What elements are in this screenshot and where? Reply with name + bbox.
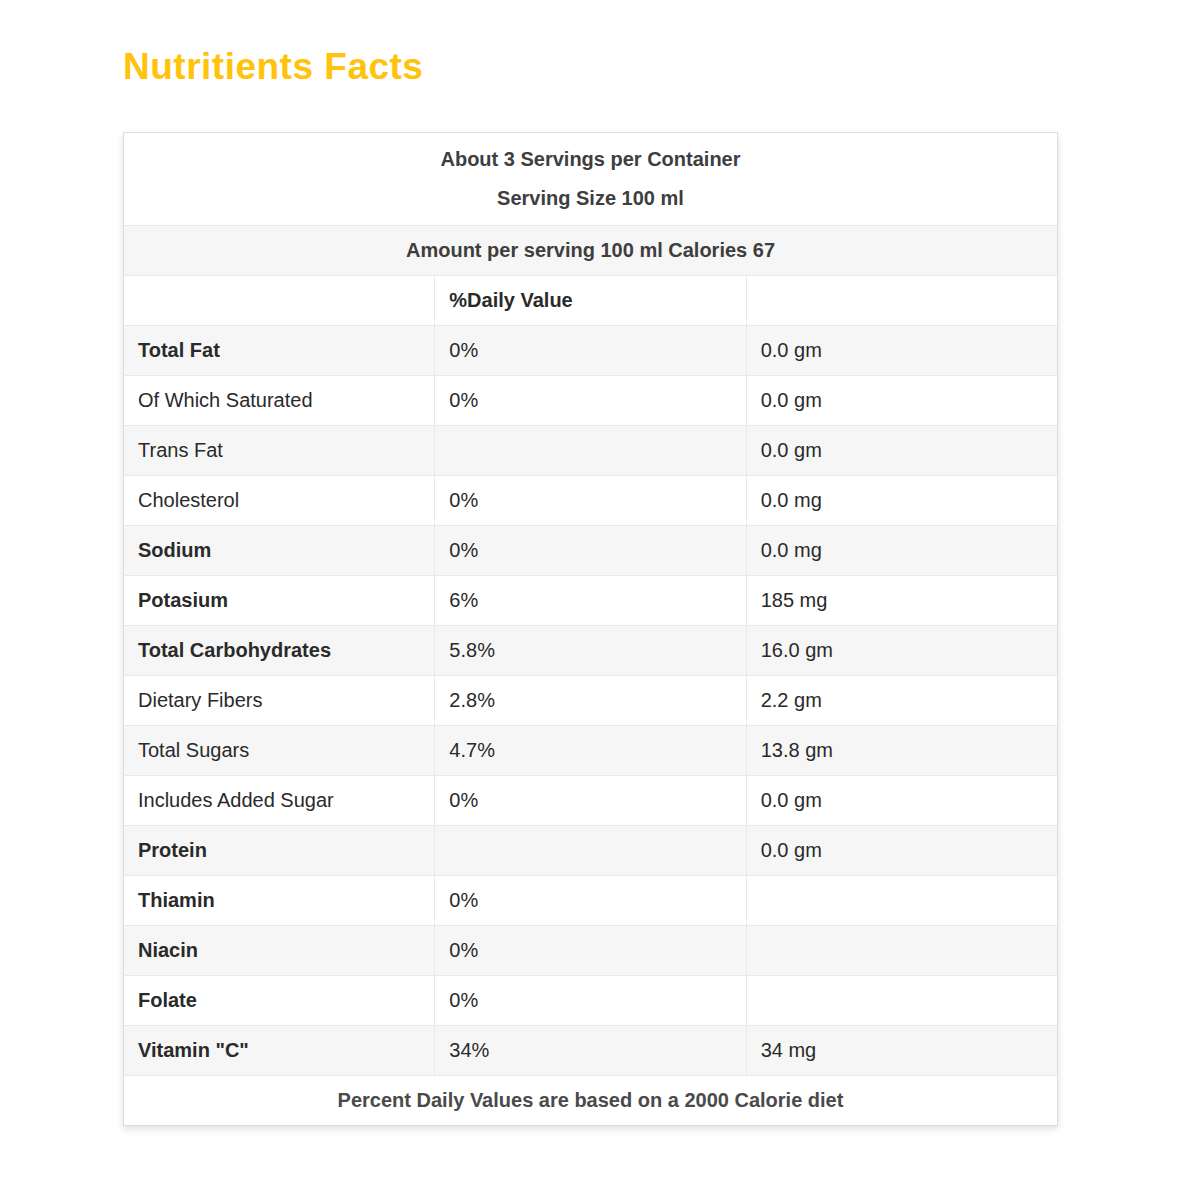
row-niacin: Niacin 0% [124, 926, 1058, 976]
nutrient-label: Trans Fat [124, 426, 435, 476]
daily-value: 0% [435, 976, 746, 1026]
daily-value: 6% [435, 576, 746, 626]
amount: 13.8 gm [746, 726, 1057, 776]
row-vitamin-c: Vitamin "C" 34% 34 mg [124, 1026, 1058, 1076]
nutrient-label: Cholesterol [124, 476, 435, 526]
row-potasium: Potasium 6% 185 mg [124, 576, 1058, 626]
row-sodium: Sodium 0% 0.0 mg [124, 526, 1058, 576]
nutrient-label: Total Fat [124, 326, 435, 376]
footnote: Percent Daily Values are based on a 2000… [124, 1076, 1058, 1126]
nutrient-label: Includes Added Sugar [124, 776, 435, 826]
row-includes-added-sugar: Includes Added Sugar 0% 0.0 gm [124, 776, 1058, 826]
amount-per-serving: Amount per serving 100 ml Calories 67 [124, 226, 1058, 276]
row-protein: Protein 0.0 gm [124, 826, 1058, 876]
nutrient-label: Protein [124, 826, 435, 876]
daily-value: 4.7% [435, 726, 746, 776]
daily-value: 0% [435, 876, 746, 926]
amount: 0.0 gm [746, 426, 1057, 476]
servings-header-row: About 3 Servings per Container Serving S… [124, 133, 1058, 226]
nutrient-label: Sodium [124, 526, 435, 576]
daily-value [435, 826, 746, 876]
daily-value: 0% [435, 776, 746, 826]
daily-value: 34% [435, 1026, 746, 1076]
page: Nutritients Facts About 3 Servings per C… [0, 0, 1200, 1200]
daily-value [435, 426, 746, 476]
row-folate: Folate 0% [124, 976, 1058, 1026]
row-total-fat: Total Fat 0% 0.0 gm [124, 326, 1058, 376]
amount: 0.0 gm [746, 376, 1057, 426]
amount [746, 976, 1057, 1026]
empty-cell [746, 276, 1057, 326]
daily-value-header: %Daily Value [435, 276, 746, 326]
servings-per-container: About 3 Servings per Container [124, 140, 1057, 179]
daily-value: 0% [435, 476, 746, 526]
daily-value: 0% [435, 326, 746, 376]
nutrient-label: Vitamin "C" [124, 1026, 435, 1076]
daily-value: 5.8% [435, 626, 746, 676]
amount: 16.0 gm [746, 626, 1057, 676]
amount: 2.2 gm [746, 676, 1057, 726]
serving-size: Serving Size 100 ml [124, 179, 1057, 218]
row-total-carbohydrates: Total Carbohydrates 5.8% 16.0 gm [124, 626, 1058, 676]
row-thiamin: Thiamin 0% [124, 876, 1058, 926]
daily-value: 0% [435, 526, 746, 576]
nutrient-label: Total Sugars [124, 726, 435, 776]
amount: 0.0 gm [746, 776, 1057, 826]
amount: 0.0 gm [746, 326, 1057, 376]
amount: 0.0 mg [746, 476, 1057, 526]
servings-header-cell: About 3 Servings per Container Serving S… [124, 133, 1058, 226]
nutrient-label: Potasium [124, 576, 435, 626]
nutrient-label: Dietary Fibers [124, 676, 435, 726]
row-dietary-fibers: Dietary Fibers 2.8% 2.2 gm [124, 676, 1058, 726]
daily-value: 0% [435, 376, 746, 426]
daily-value-header-row: %Daily Value [124, 276, 1058, 326]
nutrient-label: Niacin [124, 926, 435, 976]
amount-per-serving-row: Amount per serving 100 ml Calories 67 [124, 226, 1058, 276]
footnote-row: Percent Daily Values are based on a 2000… [124, 1076, 1058, 1126]
amount: 0.0 gm [746, 826, 1057, 876]
nutrient-label: Total Carbohydrates [124, 626, 435, 676]
page-title: Nutritients Facts [123, 46, 1200, 88]
nutrient-label: Of Which Saturated [124, 376, 435, 426]
empty-cell [124, 276, 435, 326]
amount: 0.0 mg [746, 526, 1057, 576]
nutrient-label: Folate [124, 976, 435, 1026]
row-cholesterol: Cholesterol 0% 0.0 mg [124, 476, 1058, 526]
row-trans-fat: Trans Fat 0.0 gm [124, 426, 1058, 476]
row-of-which-saturated: Of Which Saturated 0% 0.0 gm [124, 376, 1058, 426]
amount [746, 876, 1057, 926]
nutrient-label: Thiamin [124, 876, 435, 926]
daily-value: 2.8% [435, 676, 746, 726]
amount: 185 mg [746, 576, 1057, 626]
row-total-sugars: Total Sugars 4.7% 13.8 gm [124, 726, 1058, 776]
amount [746, 926, 1057, 976]
daily-value: 0% [435, 926, 746, 976]
amount: 34 mg [746, 1026, 1057, 1076]
nutrition-facts-table: About 3 Servings per Container Serving S… [123, 132, 1058, 1126]
